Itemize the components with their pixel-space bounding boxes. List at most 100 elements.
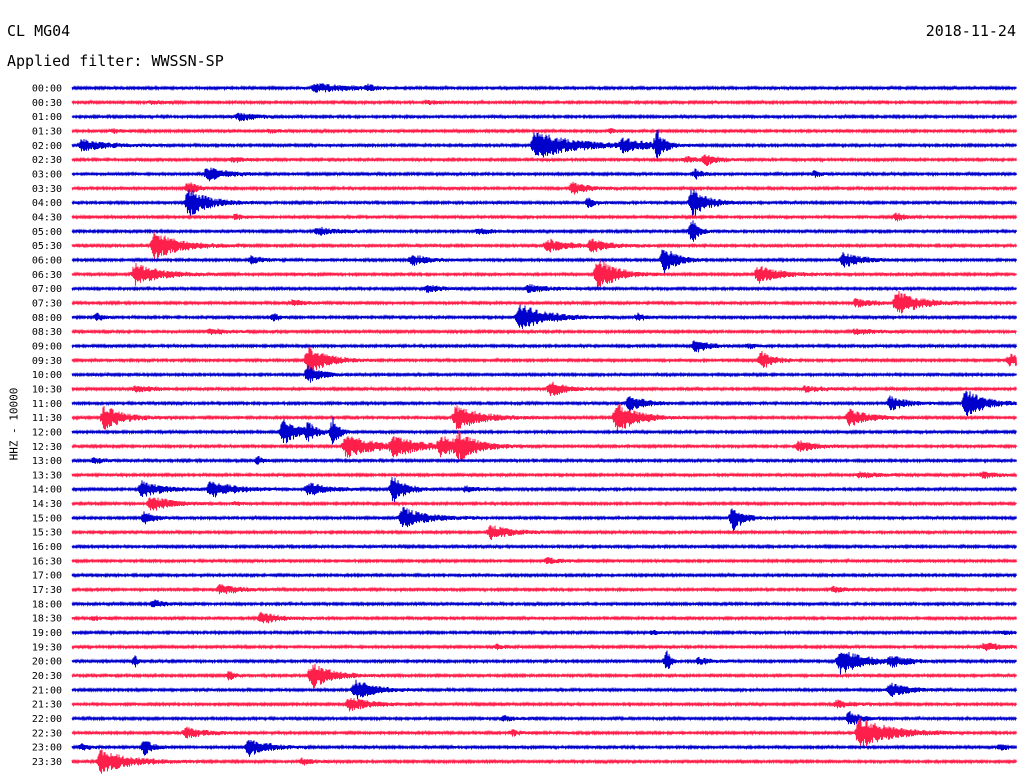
trace-row-0600 bbox=[71, 249, 1017, 275]
row-time-label: 16:00 bbox=[32, 542, 62, 553]
row-time-label: 20:00 bbox=[32, 657, 62, 668]
trace-row-1700 bbox=[71, 571, 1017, 579]
trace-row-0530 bbox=[71, 231, 1017, 260]
trace-row-1100 bbox=[71, 390, 1017, 417]
row-time-label: 13:00 bbox=[32, 456, 62, 467]
trace-row-1230 bbox=[71, 430, 1017, 461]
trace-row-1130 bbox=[71, 403, 1017, 434]
trace-row-1830 bbox=[71, 611, 1017, 624]
trace-row-1330 bbox=[71, 471, 1017, 479]
row-time-label: 11:30 bbox=[32, 413, 62, 424]
date-label: 2018-11-24 bbox=[925, 22, 1016, 40]
trace-row-0300 bbox=[71, 167, 1017, 182]
row-time-label: 10:00 bbox=[32, 370, 62, 381]
row-time-label: 02:00 bbox=[32, 141, 62, 152]
station-title: CL MG04 bbox=[7, 22, 71, 40]
trace-row-0700 bbox=[71, 284, 1017, 294]
row-time-label: 13:30 bbox=[32, 470, 62, 481]
row-time-label: 18:30 bbox=[32, 614, 62, 625]
row-time-label: 22:00 bbox=[32, 714, 62, 725]
row-time-label: 04:30 bbox=[32, 212, 62, 223]
row-time-label: 06:30 bbox=[32, 270, 62, 281]
trace-row-1630 bbox=[71, 557, 1017, 565]
trace-row-2330 bbox=[71, 749, 1017, 774]
row-time-label: 07:30 bbox=[32, 298, 62, 309]
trace-row-0500 bbox=[71, 220, 1017, 242]
trace-row-0800 bbox=[71, 304, 1017, 329]
row-time-label: 01:30 bbox=[32, 126, 62, 137]
trace-row-1300 bbox=[71, 456, 1017, 465]
trace-row-0330 bbox=[71, 181, 1017, 196]
trace-row-1600 bbox=[71, 543, 1017, 550]
trace-row-1900 bbox=[71, 629, 1017, 636]
row-time-label: 02:30 bbox=[32, 155, 62, 166]
row-time-label: 15:30 bbox=[32, 528, 62, 539]
row-time-label: 14:00 bbox=[32, 485, 62, 496]
trace-row-2300 bbox=[71, 739, 1017, 757]
traces bbox=[71, 83, 1017, 774]
row-time-label: 05:00 bbox=[32, 227, 62, 238]
row-time-label: 06:00 bbox=[32, 255, 62, 266]
trace-row-0130 bbox=[71, 127, 1017, 135]
row-time-label: 08:00 bbox=[32, 313, 62, 324]
row-time-label: 05:30 bbox=[32, 241, 62, 252]
row-time-label: 00:00 bbox=[32, 84, 62, 95]
row-time-label: 21:30 bbox=[32, 700, 62, 711]
row-time-label: 17:30 bbox=[32, 585, 62, 596]
row-time-label: 12:00 bbox=[32, 427, 62, 438]
trace-row-0400 bbox=[71, 189, 1017, 218]
row-time-label: 17:00 bbox=[32, 571, 62, 582]
trace-row-2100 bbox=[71, 679, 1017, 700]
row-time-label: 01:00 bbox=[32, 112, 62, 123]
trace-row-1200 bbox=[71, 416, 1017, 445]
row-time-label: 09:30 bbox=[32, 356, 62, 367]
trace-row-2230 bbox=[71, 717, 1017, 747]
row-time-label: 04:00 bbox=[32, 198, 62, 209]
row-time-label: 23:00 bbox=[32, 743, 62, 754]
trace-row-0630 bbox=[71, 259, 1017, 289]
row-time-label: 03:00 bbox=[32, 169, 62, 180]
trace-row-1930 bbox=[71, 642, 1017, 652]
trace-row-1530 bbox=[71, 525, 1017, 541]
row-time-label: 09:00 bbox=[32, 341, 62, 352]
row-time-label: 03:30 bbox=[32, 184, 62, 195]
row-time-label: 18:00 bbox=[32, 599, 62, 610]
trace-row-1800 bbox=[71, 599, 1017, 608]
row-time-label: 21:00 bbox=[32, 685, 62, 696]
row-time-label: 14:30 bbox=[32, 499, 62, 510]
trace-row-0030 bbox=[71, 99, 1017, 106]
trace-row-0730 bbox=[71, 291, 1017, 314]
row-time-label: 07:00 bbox=[32, 284, 62, 295]
row-time-label: 00:30 bbox=[32, 98, 62, 109]
trace-row-1730 bbox=[71, 583, 1017, 595]
trace-row-0900 bbox=[71, 340, 1017, 353]
trace-row-2030 bbox=[71, 663, 1017, 689]
trace-row-0830 bbox=[71, 328, 1017, 336]
trace-row-0000 bbox=[71, 83, 1017, 93]
row-time-label: 10:30 bbox=[32, 384, 62, 395]
trace-row-1500 bbox=[71, 506, 1017, 532]
row-time-label: 19:30 bbox=[32, 642, 62, 653]
trace-row-0230 bbox=[71, 154, 1017, 167]
trace-row-0100 bbox=[71, 112, 1017, 122]
row-time-label: 19:00 bbox=[32, 628, 62, 639]
row-time-label: 08:30 bbox=[32, 327, 62, 338]
filter-label: Applied filter: WWSSN-SP bbox=[7, 52, 224, 70]
trace-row-0200 bbox=[71, 129, 1017, 162]
trace-row-2000 bbox=[71, 650, 1017, 675]
trace-row-2200 bbox=[71, 710, 1017, 725]
trace-row-1400 bbox=[71, 477, 1017, 503]
row-time-label: 16:30 bbox=[32, 556, 62, 567]
row-time-label: 22:30 bbox=[32, 728, 62, 739]
trace-row-0430 bbox=[71, 212, 1017, 222]
time-labels: 00:00 00:30 01:00 01:30 02:00 02:30 03:00 03:30… bbox=[32, 84, 62, 769]
row-time-label: 20:30 bbox=[32, 671, 62, 682]
row-time-label: 15:00 bbox=[32, 513, 62, 524]
trace-row-1000 bbox=[71, 365, 1017, 383]
trace-row-1030 bbox=[71, 381, 1017, 397]
row-time-label: 12:30 bbox=[32, 442, 62, 453]
row-time-label: 23:30 bbox=[32, 757, 62, 768]
trace-row-0930 bbox=[71, 346, 1017, 374]
trace-row-2130 bbox=[71, 697, 1017, 712]
